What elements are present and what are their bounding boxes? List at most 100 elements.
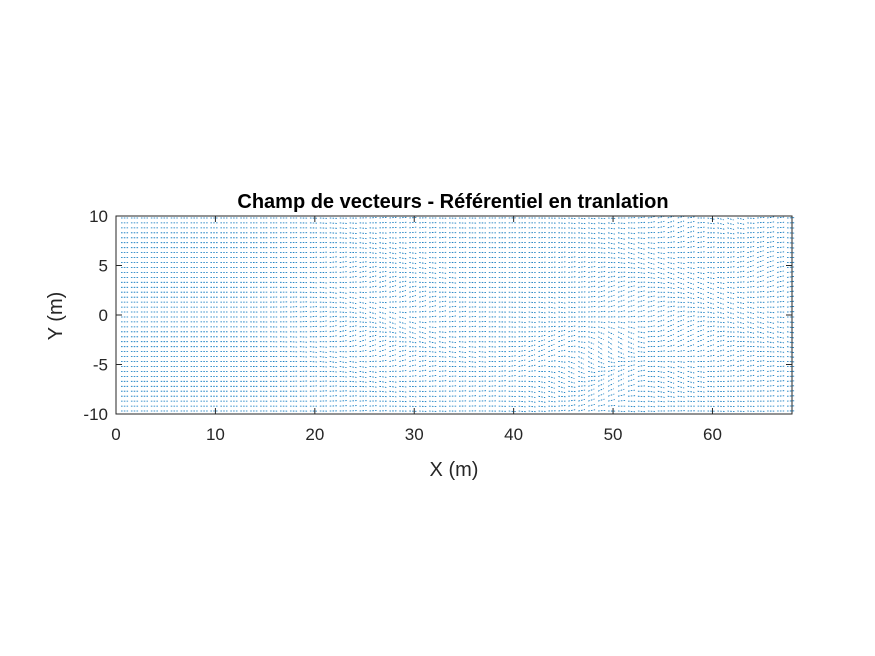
vector-arrow [339, 376, 347, 378]
vector-arrow [409, 217, 417, 219]
vector-arrow [329, 325, 337, 328]
vector-arrow [737, 251, 745, 253]
vector-arrow [717, 330, 725, 333]
vector-arrow [399, 280, 407, 283]
vector-arrow [349, 242, 357, 244]
vector-arrow [319, 330, 327, 333]
vector-arrow [379, 371, 387, 373]
vector-arrow [379, 237, 387, 239]
vector-arrow [598, 305, 606, 308]
vector-arrow [747, 336, 755, 339]
vector-arrow [647, 315, 655, 318]
vector-arrow [617, 237, 625, 240]
vector-arrow [538, 405, 546, 408]
vector-arrow [389, 295, 397, 298]
vector-arrow [608, 405, 616, 407]
vector-arrow [637, 351, 646, 353]
vector-arrow [339, 306, 347, 309]
vector-arrow [707, 311, 715, 314]
vector-arrow [349, 311, 357, 314]
vector-arrow [339, 261, 347, 263]
vector-arrow [747, 374, 755, 377]
vector-arrow [558, 371, 565, 374]
vector-arrow [707, 291, 714, 295]
vector-arrow [439, 305, 447, 308]
vector-arrow [647, 242, 655, 244]
vector-arrow [578, 366, 585, 370]
vector-arrow [568, 399, 576, 402]
vector-arrow [478, 395, 487, 397]
vector-arrow [319, 366, 327, 368]
vector-arrow [657, 300, 665, 303]
vector-arrow [399, 316, 407, 319]
vector-arrow [329, 286, 337, 289]
vector-arrow [558, 409, 566, 412]
vector-arrow [439, 341, 446, 344]
vector-arrow [657, 395, 665, 398]
vector-arrow [359, 265, 367, 268]
vector-arrow [538, 349, 545, 352]
vector-arrow [667, 257, 675, 259]
vector-arrow [597, 383, 604, 387]
vector-arrow [329, 315, 337, 318]
vector-arrow [409, 221, 417, 224]
vector-arrow [448, 361, 457, 363]
vector-arrow [647, 300, 655, 303]
vector-arrow [369, 311, 377, 315]
vector-arrow [448, 277, 457, 279]
vector-arrow [777, 290, 784, 293]
vector-arrow [359, 275, 367, 278]
vector-arrow [637, 331, 645, 334]
vector-arrow [707, 251, 715, 253]
vector-arrow [369, 242, 377, 245]
vector-arrow [657, 319, 665, 323]
vector-arrow [389, 290, 397, 293]
vector-arrow [409, 295, 416, 298]
vector-arrow [409, 252, 417, 254]
vector-arrow [617, 351, 624, 355]
vector-arrow [399, 395, 407, 398]
vector-arrow [548, 385, 555, 389]
vector-arrow [777, 316, 785, 318]
vector-arrow [588, 242, 596, 244]
vector-arrow [309, 346, 317, 348]
x-tick-label: 20 [305, 425, 324, 444]
vector-arrow [528, 390, 536, 393]
vector-arrow [359, 242, 367, 244]
vector-arrow [429, 227, 437, 229]
vector-arrow [528, 311, 536, 314]
vector-arrow [767, 380, 775, 382]
vector-arrow [777, 326, 785, 329]
vector-arrow [677, 350, 685, 352]
vector-arrow [369, 306, 377, 310]
vector-arrow [737, 316, 744, 320]
vector-arrow [399, 364, 407, 367]
vector-arrow [667, 230, 675, 234]
vector-arrow [767, 321, 775, 324]
vector-arrow [747, 364, 755, 367]
vector-arrow [568, 335, 576, 338]
vector-arrow [777, 375, 785, 377]
vector-arrow [429, 272, 437, 274]
vector-arrow [389, 221, 397, 224]
vector-arrow [627, 232, 636, 235]
vector-arrow [757, 291, 765, 293]
vector-arrow [538, 344, 545, 348]
vector-arrow [647, 221, 655, 224]
vector-arrow [568, 271, 576, 273]
vector-arrow [608, 399, 615, 402]
vector-arrow [528, 359, 536, 362]
vector-arrow [757, 316, 764, 319]
vector-arrow [518, 359, 526, 362]
vector-arrow [329, 281, 337, 284]
vector-arrow [647, 281, 656, 284]
vector-arrow [687, 262, 695, 264]
vector-arrow [429, 375, 437, 377]
vector-arrow [608, 252, 616, 254]
vector-arrow [359, 385, 367, 388]
vector-arrow [389, 227, 397, 229]
vector-arrow [458, 310, 467, 313]
vector-arrow [737, 260, 745, 263]
vector-arrow [727, 375, 735, 377]
